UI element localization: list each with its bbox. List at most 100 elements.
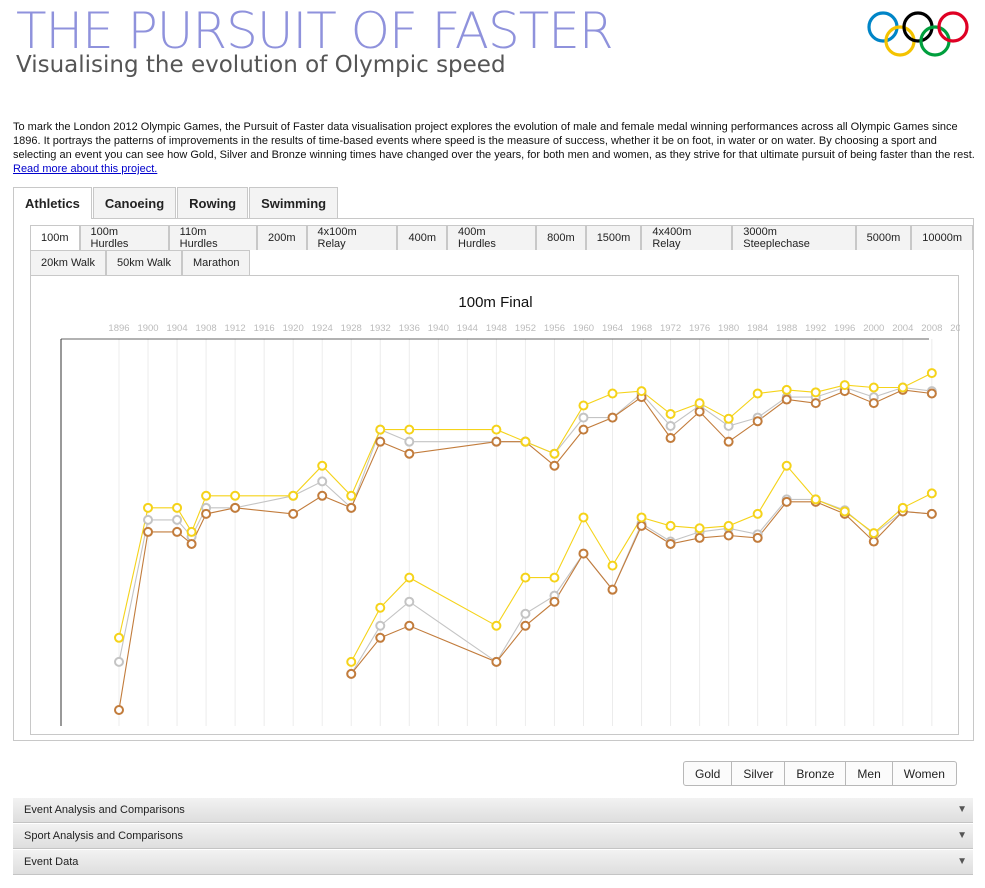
data-point-men-gold [317,460,328,471]
olympic-rings-logo [867,11,969,57]
x-tick-label: 1952 [515,323,536,334]
event-tab-10000m[interactable]: 10000m [911,225,973,250]
event-tab-110m-hurdles[interactable]: 110m Hurdles [168,225,258,250]
x-tick-label: 1896 [108,323,129,334]
x-tick-label: 1908 [196,323,217,334]
x-tick-label: 1936 [399,323,420,334]
x-tick-label: 1992 [805,323,826,334]
data-point-men-bronze [607,412,618,423]
data-point-women-bronze [549,596,560,607]
x-tick-label: 1940 [428,323,449,334]
data-point-men-gold [897,382,908,393]
data-point-men-bronze [317,490,328,501]
data-point-women-gold [752,508,763,519]
data-point-men-silver [665,421,676,432]
data-point-men-silver [172,514,183,525]
data-point-men-gold [868,382,879,393]
data-point-women-gold [346,656,357,667]
intro-text: To mark the London 2012 Olympic Games, t… [13,121,975,161]
data-point-men-bronze [172,526,183,537]
data-point-women-gold [607,560,618,571]
event-tab-5000m[interactable]: 5000m [855,225,912,250]
data-point-men-bronze [694,406,705,417]
accordion-sport-analysis[interactable]: Sport Analysis and Comparisons ▼ [13,824,973,849]
event-tab-800m[interactable]: 800m [536,225,586,250]
x-tick-label: 1976 [689,323,710,334]
tab-swimming[interactable]: Swimming [249,187,339,218]
header: THE PURSUIT OF FASTER Visualising the ev… [0,0,985,100]
data-point-women-bronze [781,496,792,507]
ring-red [937,11,969,43]
x-tick-label: 1932 [370,323,391,334]
accordion-label: Event Analysis and Comparisons [24,804,185,816]
x-tick-label: 1960 [573,323,594,334]
data-point-men-silver [578,412,589,423]
event-tab-4x400m-relay[interactable]: 4x400m Relay [641,225,733,250]
data-point-men-gold [839,380,850,391]
chart-area: 100m Final 1896 1900 1904 1908 1912 1916 1920 1… [30,275,960,735]
ring-green [919,25,951,57]
chevron-down-icon: ▼ [957,856,967,867]
data-point-women-gold [578,512,589,523]
data-point-women-gold [636,512,647,523]
data-point-men-bronze [868,398,879,409]
event-tab-20km-walk[interactable]: 20km Walk [30,250,106,275]
data-point-men-gold [404,424,415,435]
data-point-women-silver [375,620,386,631]
data-point-women-gold [781,460,792,471]
legend-gold-button[interactable]: Gold [683,761,733,786]
event-tab-100m[interactable]: 100m [30,225,80,250]
chart-title: 100m Final [458,294,533,311]
event-tab-1500m[interactable]: 1500m [585,225,642,250]
data-point-women-bronze [752,532,763,543]
tab-rowing[interactable]: Rowing [177,187,249,218]
data-point-men-gold [810,387,821,398]
ring-black [902,11,934,43]
data-point-women-gold [839,506,850,517]
chart-plot: 1896 1900 1904 1908 1912 1916 1920 1924 1928 1932… [60,323,960,726]
x-tick-label: 1972 [660,323,681,334]
data-point-men-gold [375,424,386,435]
event-tab-400m[interactable]: 400m [397,225,448,250]
x-tick-label: 1968 [631,323,652,334]
data-point-men-gold [578,400,589,411]
legend-women-button[interactable]: Women [891,761,957,786]
site-title: THE PURSUIT OF FASTER [16,2,614,60]
legend-bronze-button[interactable]: Bronze [784,761,847,786]
accordion-event-analysis[interactable]: Event Analysis and Comparisons ▼ [13,798,973,823]
x-tick-label: 1900 [137,323,158,334]
data-point-women-bronze [694,532,705,543]
event-tab-50km-walk[interactable]: 50km Walk [106,250,182,275]
data-point-women-gold [665,520,676,531]
data-point-men-gold [665,408,676,419]
event-tab-marathon[interactable]: Marathon [182,250,251,275]
data-point-men-gold [172,502,183,513]
legend-silver-button[interactable]: Silver [731,761,786,786]
data-point-men-gold [520,436,531,447]
x-tick-label: 1980 [718,323,739,334]
event-tab-100m-hurdles[interactable]: 100m Hurdles [79,225,169,250]
data-point-men-bronze [491,436,502,447]
x-tick-label: 2000 [863,323,884,334]
read-more-link[interactable]: Read more about this project. [13,163,158,175]
data-point-men-silver [404,436,415,447]
event-tab-4x100m-relay[interactable]: 4x100m Relay [306,225,398,250]
data-point-men-silver [317,476,328,487]
data-point-men-bronze [549,460,560,471]
event-tab-200m[interactable]: 200m [257,225,307,250]
event-tab-3000m-steeplechase[interactable]: 3000m Steeplechase [732,225,856,250]
data-point-women-bronze [607,584,618,595]
data-point-men-gold [186,526,197,537]
data-point-women-silver [520,608,531,619]
legend-men-button[interactable]: Men [845,761,893,786]
event-tab-400m-hurdles[interactable]: 400m Hurdles [447,225,537,250]
chevron-down-icon: ▼ [957,830,967,841]
tab-athletics[interactable]: Athletics [13,187,92,219]
accordion-event-data[interactable]: Event Data ▼ [13,850,973,875]
data-point-women-bronze [578,548,589,559]
data-point-men-bronze [578,424,589,435]
tab-canoeing[interactable]: Canoeing [92,187,177,218]
data-point-women-gold [694,523,705,534]
legend-toggle-group: Gold Silver Bronze Men Women [683,761,957,786]
ring-yellow [884,25,916,57]
